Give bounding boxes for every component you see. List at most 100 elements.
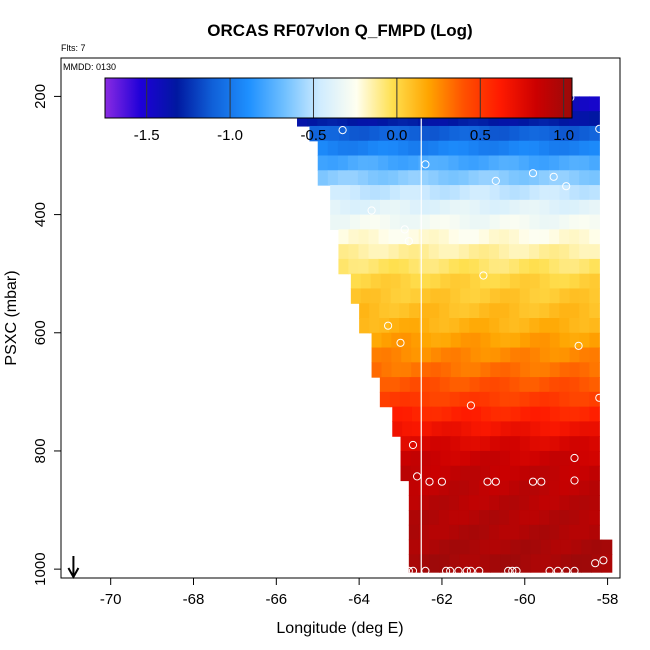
heatmap-cell	[589, 347, 600, 363]
heatmap-cell	[440, 436, 451, 452]
heatmap-cell	[421, 421, 433, 437]
heatmap-cell	[539, 510, 550, 526]
heatmap-cell	[569, 229, 580, 245]
heatmap-cell	[378, 140, 389, 157]
heatmap-cell	[510, 406, 522, 423]
heatmap-cell	[429, 391, 441, 408]
heatmap-cell	[379, 125, 390, 142]
heatmap-cell	[439, 318, 450, 334]
data-point	[595, 393, 604, 402]
heatmap-cell	[468, 480, 480, 496]
colorbar-tick-label: -0.5	[301, 127, 327, 144]
heatmap-cell	[539, 288, 551, 304]
heatmap-cell	[569, 362, 581, 378]
heatmap-cell	[520, 539, 532, 555]
heatmap-cell	[371, 347, 383, 363]
heatmap-cell	[480, 406, 492, 423]
heatmap-cell	[438, 480, 450, 496]
heatmap-cell	[579, 199, 590, 216]
heatmap-cell	[488, 244, 500, 260]
heatmap-cell	[418, 539, 430, 555]
heatmap-cell	[378, 258, 390, 275]
heatmap-cell	[368, 229, 380, 245]
heatmap-cell	[569, 524, 580, 541]
data-point	[570, 476, 579, 485]
heatmap-cell	[438, 510, 450, 526]
heatmap-cell	[368, 170, 379, 186]
heatmap-cell	[430, 465, 441, 482]
y-tick-label: 400	[32, 202, 49, 227]
heatmap-cell	[371, 362, 383, 378]
heatmap-cell	[459, 125, 470, 142]
heatmap-cell	[509, 318, 520, 334]
heatmap-cell	[460, 362, 472, 378]
heatmap-cell	[441, 421, 453, 437]
heatmap-cell	[579, 170, 590, 186]
heatmap-cell	[329, 125, 341, 142]
heatmap-cell	[589, 421, 600, 437]
heatmap-cell	[569, 155, 580, 171]
heatmap-cell	[459, 185, 471, 201]
heatmap-cell	[468, 495, 480, 511]
heatmap-cell	[500, 539, 511, 555]
heatmap-cell	[469, 539, 481, 555]
heatmap-cell	[488, 229, 500, 245]
heatmap-cell	[429, 185, 441, 201]
y-tick-label: 600	[32, 320, 49, 345]
heatmap-cell	[569, 347, 581, 363]
heatmap-cell	[330, 185, 341, 201]
colorbar-tick-label: 0.5	[470, 127, 491, 144]
heatmap-cell	[419, 303, 430, 319]
data-point	[549, 172, 558, 181]
x-tick-label: -58	[597, 591, 619, 608]
heatmap-cell	[469, 377, 481, 393]
heatmap-cell	[370, 273, 382, 290]
heatmap-cell	[419, 125, 430, 142]
heatmap-cell	[377, 111, 389, 127]
heatmap-cell	[429, 554, 440, 573]
heatmap-cell	[388, 258, 400, 275]
data-point	[570, 453, 579, 463]
heatmap-cell	[480, 465, 491, 482]
data-point	[537, 477, 546, 486]
heatmap-cell	[398, 229, 410, 245]
heatmap-cell	[379, 377, 391, 393]
data-point	[528, 477, 538, 486]
heatmap-cell	[389, 391, 401, 408]
heatmap-cell	[379, 303, 390, 319]
heatmap-cell	[519, 229, 530, 245]
heatmap-cell	[391, 332, 402, 349]
heatmap-cell	[359, 318, 370, 334]
heatmap-cell	[549, 258, 560, 275]
heatmap-cell	[509, 465, 521, 482]
heatmap-cell	[559, 155, 570, 171]
heatmap-cell	[579, 421, 591, 437]
heatmap-cell	[359, 303, 370, 319]
heatmap-cell	[589, 214, 600, 230]
heatmap-cell	[518, 111, 530, 127]
heatmap-cell	[348, 258, 360, 275]
heatmap-cell	[539, 258, 550, 275]
heatmap-cell	[559, 318, 570, 334]
heatmap-cell	[569, 495, 580, 511]
heatmap-cell	[509, 495, 520, 511]
heatmap-cell	[489, 288, 501, 304]
heatmap-cell	[509, 185, 521, 201]
y-tick-label: 800	[32, 438, 49, 463]
heatmap-cell	[589, 170, 600, 186]
heatmap-cell	[509, 288, 521, 304]
heatmap-cell	[589, 318, 600, 334]
heatmap-cell	[569, 406, 581, 423]
heatmap-cell	[378, 155, 389, 171]
heatmap-cell	[418, 170, 429, 186]
heatmap-cell	[549, 199, 561, 216]
heatmap-cell	[539, 465, 551, 482]
heatmap-cell	[399, 391, 411, 408]
colorbar	[105, 78, 572, 118]
heatmap-cell	[421, 332, 432, 349]
heatmap-cell	[401, 362, 412, 378]
heatmap-cell	[449, 214, 461, 230]
x-tick-label: -64	[348, 591, 370, 608]
heatmap-cell	[530, 539, 542, 555]
heatmap-cell	[399, 318, 410, 334]
